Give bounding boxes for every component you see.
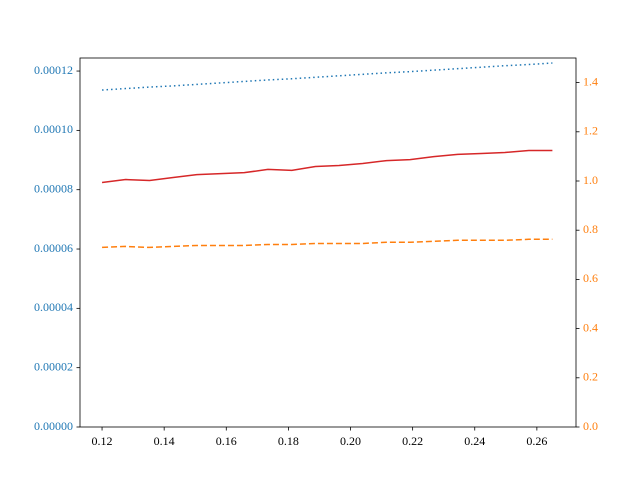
x-tick-label: 0.20	[340, 434, 361, 448]
y-tick-label: 0.00008	[34, 181, 73, 195]
y2-tick-label: 0.8	[583, 222, 598, 236]
plot-frame	[79, 57, 577, 428]
y-tick-label: 0.00012	[34, 63, 73, 77]
x-tick-label: 0.18	[278, 434, 299, 448]
y2-tick-label: 0.0	[583, 419, 598, 433]
x-tick-label: 0.14	[154, 434, 175, 448]
x-tick-label: 0.12	[92, 434, 113, 448]
y-tick-label: 0.00006	[34, 241, 73, 255]
y2-tick-label: 0.6	[583, 271, 598, 285]
y2-tick-label: 0.4	[583, 320, 598, 334]
line-series	[102, 62, 553, 91]
x-tick-label: 0.16	[216, 434, 237, 448]
x-tick-label: 0.24	[464, 434, 485, 448]
y-tick-label: 0.00002	[34, 359, 73, 373]
y-tick-label: 0.00010	[34, 122, 73, 136]
line-series	[102, 238, 553, 249]
line-series	[101, 149, 553, 184]
y-tick-label: 0.00000	[34, 419, 73, 433]
y2-tick-label: 1.0	[583, 173, 598, 187]
x-tick-label: 0.22	[402, 434, 423, 448]
y-tick-label: 0.00004	[34, 300, 73, 314]
x-tick-label: 0.26	[526, 434, 547, 448]
y2-tick-label: 1.4	[583, 74, 598, 88]
y2-tick-label: 0.2	[583, 370, 598, 384]
y2-tick-label: 1.2	[583, 124, 598, 138]
